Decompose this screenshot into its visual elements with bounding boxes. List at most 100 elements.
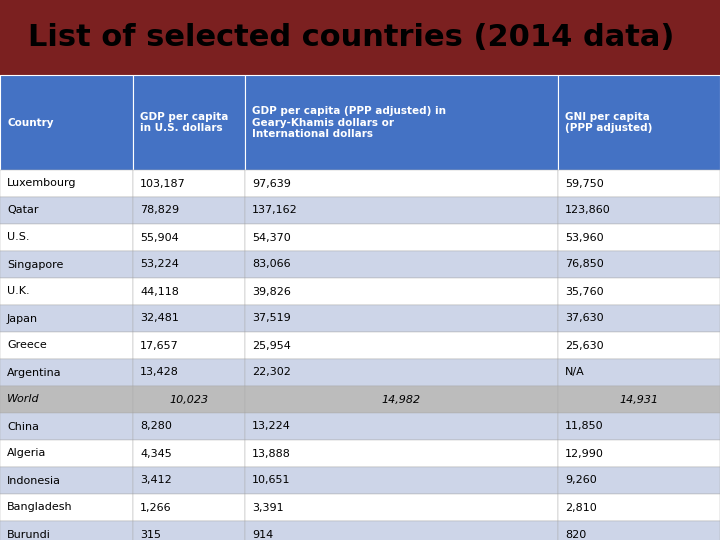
Text: Luxembourg: Luxembourg <box>7 179 76 188</box>
Bar <box>0 251 133 278</box>
Text: 53,224: 53,224 <box>140 260 179 269</box>
Bar <box>245 467 558 494</box>
Bar <box>0 332 133 359</box>
Text: 10,023: 10,023 <box>169 395 209 404</box>
Bar <box>245 521 558 540</box>
Bar <box>558 332 720 359</box>
Bar <box>558 359 720 386</box>
Bar <box>133 170 245 197</box>
Bar <box>0 359 133 386</box>
Bar <box>245 278 558 305</box>
Bar <box>133 278 245 305</box>
Text: 76,850: 76,850 <box>565 260 604 269</box>
Bar <box>558 305 720 332</box>
Text: 35,760: 35,760 <box>565 287 603 296</box>
Bar <box>133 197 245 224</box>
Bar <box>245 413 558 440</box>
Bar <box>133 386 245 413</box>
Text: 13,888: 13,888 <box>252 449 291 458</box>
Text: U.K.: U.K. <box>7 287 30 296</box>
Text: Indonesia: Indonesia <box>7 476 61 485</box>
Bar <box>245 359 558 386</box>
Bar <box>0 386 133 413</box>
Bar <box>245 170 558 197</box>
Bar <box>245 224 558 251</box>
Text: List of selected countries (2014 data): List of selected countries (2014 data) <box>28 23 675 52</box>
Bar <box>0 413 133 440</box>
Bar <box>245 386 558 413</box>
Text: 12,990: 12,990 <box>565 449 604 458</box>
Bar <box>0 224 133 251</box>
Text: 123,860: 123,860 <box>565 206 611 215</box>
Bar <box>0 75 133 170</box>
Text: 55,904: 55,904 <box>140 233 179 242</box>
Text: Argentina: Argentina <box>7 368 62 377</box>
Bar <box>558 440 720 467</box>
Text: GNI per capita
(PPP adjusted): GNI per capita (PPP adjusted) <box>565 112 652 133</box>
Bar <box>558 413 720 440</box>
Bar <box>133 224 245 251</box>
Bar <box>0 0 720 75</box>
Bar <box>558 278 720 305</box>
Text: 3,412: 3,412 <box>140 476 172 485</box>
Text: 1,266: 1,266 <box>140 503 172 512</box>
Text: Bangladesh: Bangladesh <box>7 503 73 512</box>
Bar <box>245 197 558 224</box>
Bar <box>0 197 133 224</box>
Text: 54,370: 54,370 <box>252 233 291 242</box>
Text: 25,954: 25,954 <box>252 341 291 350</box>
Bar <box>133 413 245 440</box>
Bar <box>558 386 720 413</box>
Bar <box>133 75 245 170</box>
Bar <box>245 305 558 332</box>
Text: World: World <box>7 395 40 404</box>
Bar <box>133 332 245 359</box>
Text: Qatar: Qatar <box>7 206 38 215</box>
Bar <box>133 359 245 386</box>
Bar <box>245 494 558 521</box>
Text: Singapore: Singapore <box>7 260 63 269</box>
Bar <box>245 75 558 170</box>
Bar <box>558 251 720 278</box>
Bar <box>558 170 720 197</box>
Text: N/A: N/A <box>565 368 585 377</box>
Bar <box>0 440 133 467</box>
Text: 39,826: 39,826 <box>252 287 291 296</box>
Text: 315: 315 <box>140 530 161 539</box>
Text: 32,481: 32,481 <box>140 314 179 323</box>
Text: 10,651: 10,651 <box>252 476 290 485</box>
Bar <box>0 170 133 197</box>
Text: Algeria: Algeria <box>7 449 46 458</box>
Text: 9,260: 9,260 <box>565 476 597 485</box>
Bar <box>133 494 245 521</box>
Text: 3,391: 3,391 <box>252 503 284 512</box>
Bar <box>558 494 720 521</box>
Text: 11,850: 11,850 <box>565 422 603 431</box>
Text: 37,519: 37,519 <box>252 314 291 323</box>
Bar <box>245 251 558 278</box>
Bar <box>0 494 133 521</box>
Bar <box>245 440 558 467</box>
Bar <box>0 278 133 305</box>
Bar <box>0 305 133 332</box>
Bar <box>133 521 245 540</box>
Text: 103,187: 103,187 <box>140 179 186 188</box>
Bar <box>558 521 720 540</box>
Text: 59,750: 59,750 <box>565 179 604 188</box>
Text: 8,280: 8,280 <box>140 422 172 431</box>
Text: 53,960: 53,960 <box>565 233 603 242</box>
Text: 25,630: 25,630 <box>565 341 603 350</box>
Text: U.S.: U.S. <box>7 233 30 242</box>
Text: 137,162: 137,162 <box>252 206 297 215</box>
Text: 22,302: 22,302 <box>252 368 291 377</box>
Text: 13,224: 13,224 <box>252 422 291 431</box>
Bar <box>133 467 245 494</box>
Bar <box>558 197 720 224</box>
Text: China: China <box>7 422 39 431</box>
Text: 14,931: 14,931 <box>619 395 659 404</box>
Text: Burundi: Burundi <box>7 530 51 539</box>
Text: 44,118: 44,118 <box>140 287 179 296</box>
Bar <box>133 305 245 332</box>
Text: Japan: Japan <box>7 314 38 323</box>
Text: 83,066: 83,066 <box>252 260 290 269</box>
